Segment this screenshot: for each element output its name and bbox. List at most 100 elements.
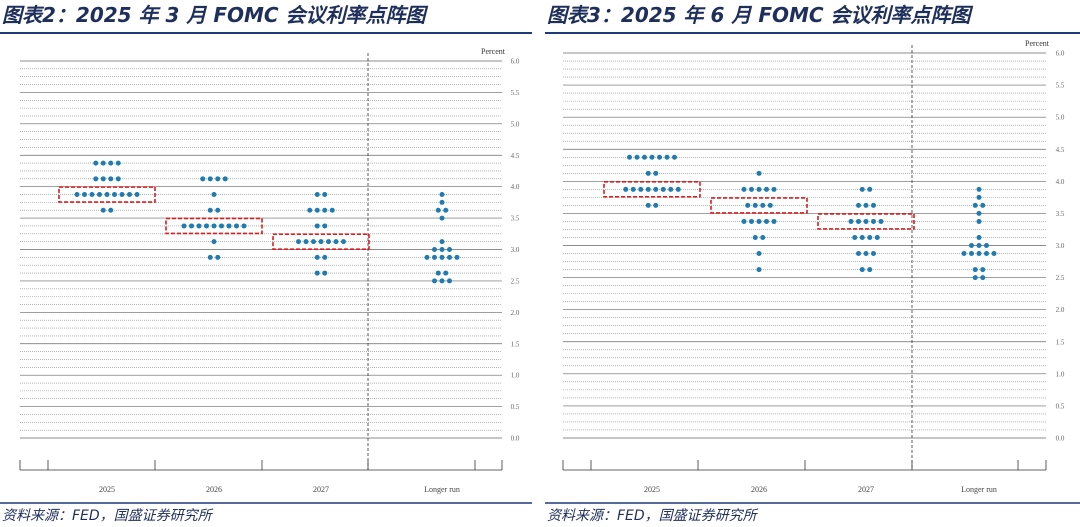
dot: [296, 239, 301, 245]
dot: [980, 267, 986, 273]
y-tick-label: 1.0: [511, 372, 520, 380]
dot: [856, 218, 861, 224]
dot: [664, 154, 670, 160]
y-tick-label: 1.5: [511, 340, 520, 348]
dot: [867, 267, 873, 273]
dot: [439, 247, 445, 252]
dot: [874, 234, 880, 240]
y-axis-label: Percent: [1025, 39, 1050, 48]
dot: [219, 223, 224, 229]
dot: [863, 218, 869, 224]
dot: [439, 278, 445, 284]
dot: [976, 234, 982, 240]
dot: [303, 239, 309, 245]
dot: [314, 254, 320, 260]
dot: [653, 202, 659, 208]
dot: [634, 154, 640, 160]
dot: [856, 251, 861, 257]
dot: [211, 223, 217, 229]
dot: [119, 192, 125, 198]
dot: [764, 186, 769, 192]
dot: [443, 270, 449, 276]
dot: [976, 218, 982, 224]
dot: [326, 239, 331, 245]
dot: [329, 207, 335, 213]
median-highlight: [58, 186, 156, 203]
y-tick-label: 1.5: [1056, 338, 1065, 346]
dot: [645, 170, 651, 176]
dot: [672, 154, 677, 160]
dot: [97, 192, 102, 198]
dot: [749, 186, 754, 192]
dot: [108, 207, 114, 213]
dot: [333, 239, 339, 245]
dot: [104, 192, 110, 198]
dot: [668, 186, 674, 192]
dot: [859, 267, 865, 273]
dot: [439, 199, 445, 205]
dot: [196, 223, 202, 229]
dot: [215, 176, 221, 182]
dot: [764, 218, 769, 224]
dot: [976, 210, 982, 216]
y-tick-label: 5.5: [511, 89, 520, 97]
dot: [976, 186, 982, 192]
y-tick-label: 3.5: [511, 215, 520, 223]
dot: [207, 207, 213, 213]
dot: [314, 223, 320, 229]
y-tick-label: 1.0: [1056, 370, 1065, 378]
dot: [439, 215, 445, 221]
dot: [871, 218, 876, 224]
chart-title: 图表3：2025 年 6 月 FOMC 会议利率点阵图: [547, 3, 974, 27]
y-tick-label: 3.0: [511, 246, 520, 254]
dot: [871, 202, 876, 208]
dot: [657, 154, 662, 160]
dot: [314, 270, 320, 276]
dot: [211, 192, 217, 198]
dot: [322, 270, 328, 276]
dot: [867, 186, 873, 192]
y-tick-label: 3.0: [1056, 242, 1065, 250]
dot: [638, 186, 644, 192]
dot: [443, 207, 449, 213]
median-highlight: [710, 197, 808, 214]
dot: [771, 218, 777, 224]
dot: [863, 202, 869, 208]
median-highlight: [603, 181, 701, 198]
dot: [749, 218, 754, 224]
x-tick-label: 2027: [858, 485, 874, 494]
dot: [976, 194, 982, 200]
dot: [972, 202, 978, 208]
dot: [432, 278, 437, 284]
dot: [127, 192, 132, 198]
dot: [653, 170, 659, 176]
y-tick-label: 4.0: [1056, 178, 1065, 186]
y-tick-label: 4.5: [511, 152, 520, 160]
source: 资料来源：FED，国盛证券研究所: [2, 508, 214, 524]
y-tick-label: 0.0: [511, 435, 520, 443]
dot: [645, 202, 651, 208]
y-tick-label: 0.0: [1056, 435, 1065, 443]
x-tick-label: 2026: [206, 485, 222, 494]
x-tick-label: 2027: [313, 485, 329, 494]
dot: [741, 218, 747, 224]
dot: [642, 154, 647, 160]
dot: [984, 243, 989, 248]
dot: [100, 207, 106, 213]
dot: [215, 207, 221, 213]
dot: [856, 202, 861, 208]
dot: [859, 234, 865, 240]
dot: [976, 243, 982, 248]
dot: [226, 223, 232, 229]
dot: [848, 218, 854, 224]
y-tick-label: 4.5: [1056, 146, 1065, 154]
dot: [115, 160, 121, 166]
x-tick-label: 2025: [644, 485, 660, 494]
dot: [311, 239, 316, 245]
dot: [454, 254, 460, 260]
dot: [863, 251, 869, 257]
y-axis-label: Percent: [481, 47, 506, 56]
dot: [756, 186, 762, 192]
dot: [447, 247, 452, 252]
